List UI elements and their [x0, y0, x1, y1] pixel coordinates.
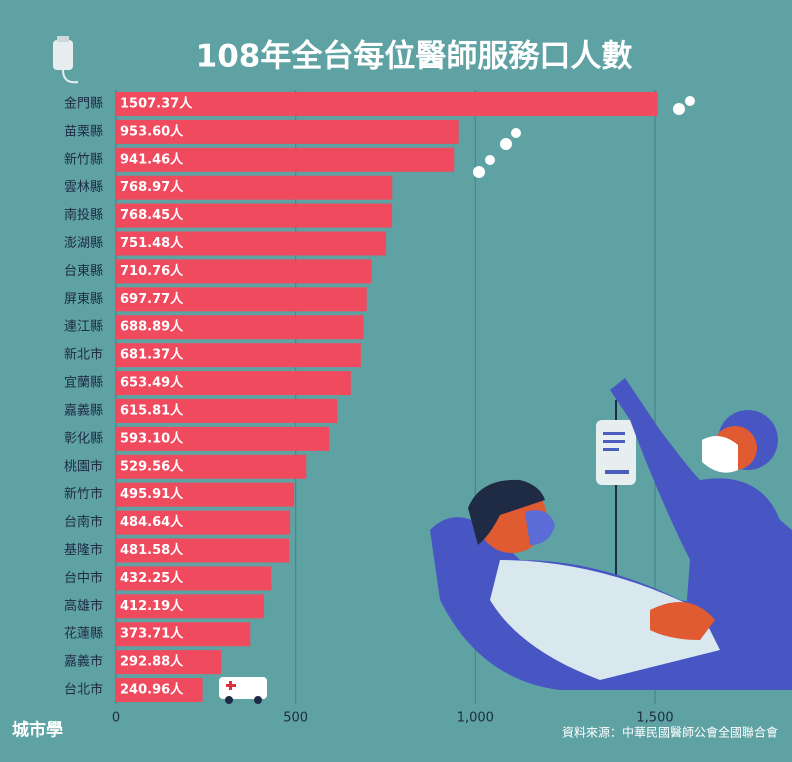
- value-label: 373.71人: [120, 626, 184, 642]
- y-tick-label: 嘉義縣: [64, 402, 103, 418]
- bar: [116, 538, 290, 563]
- y-tick-label: 屏東縣: [64, 291, 103, 307]
- value-label: 768.45人: [120, 207, 184, 223]
- illustration: [53, 36, 792, 704]
- bar: [116, 454, 307, 479]
- y-tick-label: 金門縣: [64, 95, 103, 111]
- chart-title: 108年全台每位醫師服務口人數: [196, 39, 633, 75]
- value-label: 688.89人: [120, 319, 184, 335]
- value-label: 432.25人: [120, 570, 184, 586]
- bar: [116, 510, 291, 535]
- bar: [116, 398, 338, 423]
- bar: [116, 259, 372, 284]
- x-tick-label: 0: [112, 711, 120, 726]
- bar: [116, 315, 364, 340]
- y-tick-label: 宜蘭縣: [64, 375, 103, 391]
- value-label: 941.46人: [120, 151, 184, 167]
- value-label: 615.81人: [120, 402, 184, 418]
- value-label: 768.97人: [120, 179, 184, 195]
- y-tick-label: 新竹縣: [64, 151, 103, 167]
- x-tick-label: 1,500: [636, 711, 673, 726]
- value-label: 710.76人: [120, 263, 184, 279]
- bar: [116, 287, 367, 312]
- bar: [116, 119, 459, 144]
- y-tick-label: 雲林縣: [64, 180, 103, 195]
- bar: [116, 566, 272, 591]
- bar: [116, 371, 351, 396]
- x-tick-label: 500: [283, 711, 308, 726]
- value-label: 751.48人: [120, 235, 184, 251]
- value-label: 481.58人: [120, 542, 184, 558]
- value-label: 412.19人: [120, 598, 184, 614]
- value-label: 484.64人: [120, 514, 184, 530]
- y-tick-label: 新竹市: [64, 486, 103, 502]
- y-tick-label: 基隆市: [64, 542, 103, 558]
- logo: 城市學: [12, 720, 63, 741]
- y-tick-label: 高雄市: [64, 598, 103, 614]
- x-tick-label: 1,000: [457, 711, 494, 726]
- bar: [116, 175, 393, 200]
- bar: [116, 650, 222, 675]
- y-tick-label: 花蓮縣: [64, 626, 103, 642]
- value-label: 1507.37人: [120, 95, 193, 111]
- y-tick-label: 連江縣: [64, 320, 103, 335]
- bar: [116, 622, 251, 647]
- value-label: 240.96人: [120, 682, 184, 698]
- y-tick-label: 新北市: [64, 347, 103, 363]
- value-label: 697.77人: [120, 291, 184, 307]
- value-label: 495.91人: [120, 486, 184, 502]
- y-tick-label: 台中市: [64, 570, 103, 586]
- bar: [116, 231, 387, 256]
- y-tick-label: 台北市: [64, 682, 103, 698]
- bar: [116, 426, 330, 451]
- y-tick-label: 苗栗縣: [64, 124, 103, 139]
- bar: [116, 203, 393, 228]
- bar: [116, 91, 658, 116]
- y-tick-label: 澎湖縣: [64, 236, 103, 251]
- value-label: 593.10人: [120, 430, 184, 446]
- bar: [116, 343, 361, 368]
- value-label: 653.49人: [120, 375, 184, 391]
- source: 資料來源：中華民國醫師公會全國聯合會: [562, 725, 778, 740]
- value-label: 953.60人: [120, 123, 184, 139]
- value-label: 529.56人: [120, 458, 184, 474]
- y-tick-label: 台南市: [64, 514, 103, 530]
- bar: [116, 678, 203, 703]
- value-label: 681.37人: [120, 347, 184, 363]
- bar: [116, 594, 265, 619]
- y-tick-label: 桃園市: [64, 458, 103, 474]
- y-tick-label: 彰化縣: [64, 430, 103, 446]
- y-tick-label: 嘉義市: [64, 654, 103, 670]
- value-label: 292.88人: [120, 654, 184, 670]
- bar: [116, 147, 455, 172]
- y-tick-label: 台東縣: [64, 263, 103, 279]
- y-tick-label: 南投縣: [64, 207, 103, 223]
- bar: [116, 482, 295, 507]
